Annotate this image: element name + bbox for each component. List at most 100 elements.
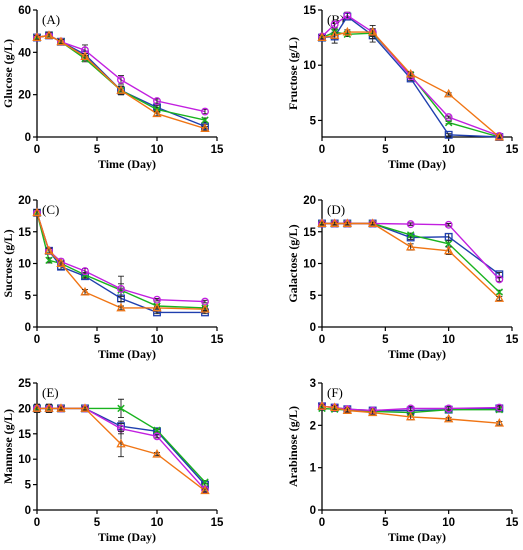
data-point <box>317 218 327 227</box>
panel-d: 0 5 10 15 0 5 10 15 20 Time (Day) Galactose (g/L) (… <box>286 195 519 361</box>
error-bar <box>202 488 208 493</box>
data-point <box>81 267 89 276</box>
panel-label: (C) <box>42 202 59 217</box>
x-tick-label: 15 <box>211 144 224 156</box>
error-bar <box>118 305 124 311</box>
data-point <box>200 485 210 495</box>
series-green <box>318 219 504 296</box>
data-point <box>117 404 125 413</box>
data-point <box>406 404 415 413</box>
series-orange <box>317 26 505 141</box>
data-point <box>494 418 505 427</box>
error-bar <box>118 430 124 458</box>
data-point <box>117 284 125 293</box>
error-bar <box>319 403 325 409</box>
y-tick-label: 10 <box>303 60 316 72</box>
data-point <box>200 123 210 132</box>
series-line <box>36 34 206 113</box>
data-point <box>406 231 415 239</box>
y-tick-label: 0 <box>25 505 31 517</box>
x-tick-label: 15 <box>506 144 519 156</box>
data-point <box>56 36 66 46</box>
data-point <box>444 118 453 127</box>
x-tick-label: 5 <box>94 144 101 156</box>
y-tick-label: 10 <box>303 259 316 271</box>
error-bar <box>496 421 503 426</box>
y-tick-label: 15 <box>18 429 31 441</box>
error-bar <box>331 404 338 411</box>
error-bar <box>118 275 124 303</box>
y-tick-label: 5 <box>25 290 32 302</box>
series-purple <box>318 219 504 284</box>
data-point <box>152 302 162 312</box>
error-bar <box>154 111 160 117</box>
panel-c: 0 5 10 15 0 5 10 15 20 Time (Day) Sucrose (g/L) (C) <box>1 195 224 361</box>
data-point <box>444 232 453 241</box>
data-point <box>444 404 453 413</box>
data-point <box>329 30 340 39</box>
data-point <box>56 258 66 267</box>
data-point <box>153 426 161 434</box>
panel-f: 0 5 10 15 0 1 2 3 Time (Day) Arabinose (g/L) (F) <box>286 378 519 544</box>
data-point <box>153 97 161 105</box>
x-tick-label: 10 <box>151 517 164 529</box>
data-point <box>329 218 340 227</box>
data-point <box>444 130 453 139</box>
x-axis-title: Time (Day) <box>98 347 156 361</box>
panel-label: (E) <box>42 385 59 400</box>
data-point <box>201 116 209 124</box>
x-axis-title: Time (Day) <box>388 530 446 544</box>
data-point <box>32 207 42 217</box>
data-point <box>495 288 504 296</box>
data-point <box>116 302 126 312</box>
data-point <box>116 85 126 94</box>
x-tick-label: 15 <box>211 334 224 346</box>
y-tick-label: 0 <box>25 322 31 334</box>
y-axis-title: Mannose (g/L) <box>1 409 15 484</box>
data-point <box>80 286 90 296</box>
data-point <box>443 245 454 255</box>
error-bar <box>202 299 208 304</box>
series-orange <box>32 403 210 495</box>
data-point <box>153 432 161 441</box>
y-tick-label: 20 <box>18 90 31 102</box>
x-tick-label: 0 <box>319 517 325 529</box>
data-point <box>201 107 209 116</box>
series-orange <box>32 30 210 132</box>
data-point <box>44 245 54 255</box>
series-line <box>321 31 500 138</box>
x-tick-label: 10 <box>442 517 455 529</box>
y-tick-label: 1 <box>310 463 317 475</box>
data-point <box>367 407 378 417</box>
error-bar <box>344 408 351 413</box>
error-bar <box>445 115 452 119</box>
series-purple <box>33 208 209 306</box>
panel-label: (F) <box>327 385 343 400</box>
y-tick-label: 10 <box>18 454 31 466</box>
x-tick-label: 10 <box>442 144 455 156</box>
panel-label: (A) <box>42 12 60 27</box>
data-point <box>317 32 327 42</box>
data-point <box>367 218 378 227</box>
data-point <box>44 403 54 412</box>
data-point <box>329 402 340 412</box>
y-axis-title: Glucose (g/L) <box>1 39 15 108</box>
x-tick-label: 15 <box>211 517 224 529</box>
error-bar <box>58 39 64 45</box>
error-bar <box>202 125 208 132</box>
error-bar <box>82 406 88 411</box>
y-axis-title: Fructose (g/L) <box>286 37 300 110</box>
data-point <box>44 30 54 39</box>
x-axis-title: Time (Day) <box>388 157 446 171</box>
y-tick-label: 10 <box>18 259 31 271</box>
data-point <box>444 220 453 229</box>
error-bar <box>34 34 40 41</box>
data-point <box>56 403 66 412</box>
data-point <box>443 88 454 98</box>
series-line <box>322 222 500 280</box>
data-point <box>443 413 454 423</box>
x-axis-title: Time (Day) <box>388 347 446 361</box>
data-point <box>495 403 504 412</box>
error-bar <box>154 452 160 457</box>
x-tick-label: 5 <box>382 144 389 156</box>
